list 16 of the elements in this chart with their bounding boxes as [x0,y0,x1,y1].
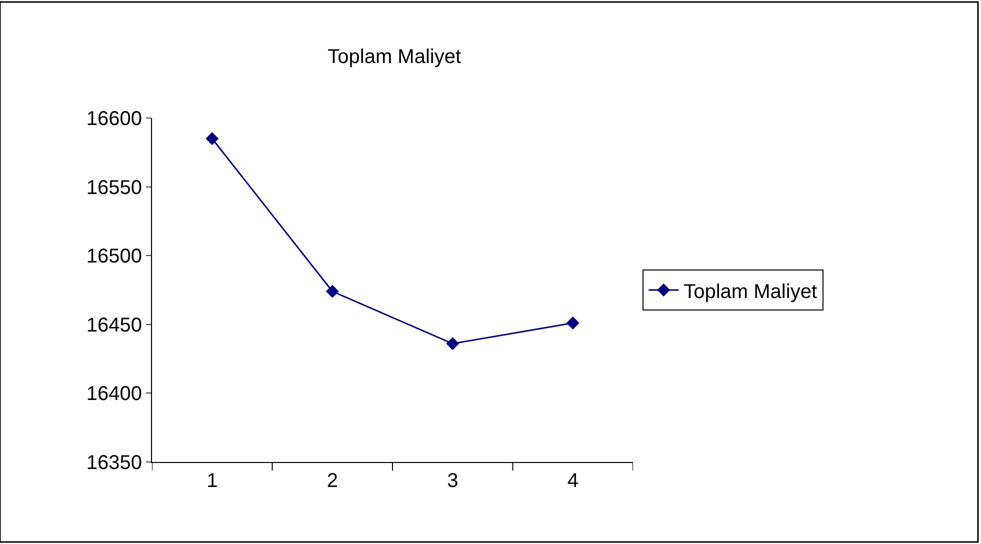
point [566,316,580,330]
y-tick-label: 16400 [86,383,142,406]
point [206,132,219,146]
x-tick-label: 2 [326,470,338,492]
y-tick-label: 16350 [86,452,142,474]
y-tick-label: 16600 [86,108,142,130]
x-tick-label: 1 [206,470,218,492]
y-tick-label: 16450 [86,314,142,336]
chart-title: Toplam Maliyet [328,46,462,68]
y-tick-label: 16550 [86,176,142,199]
x-tick-label: 3 [447,470,458,492]
legend-label: Toplam Maliyet [684,280,818,303]
y-tick-label: 16500 [86,246,142,268]
point [446,337,460,350]
point [326,284,339,298]
x-tick-label: 4 [567,470,578,492]
